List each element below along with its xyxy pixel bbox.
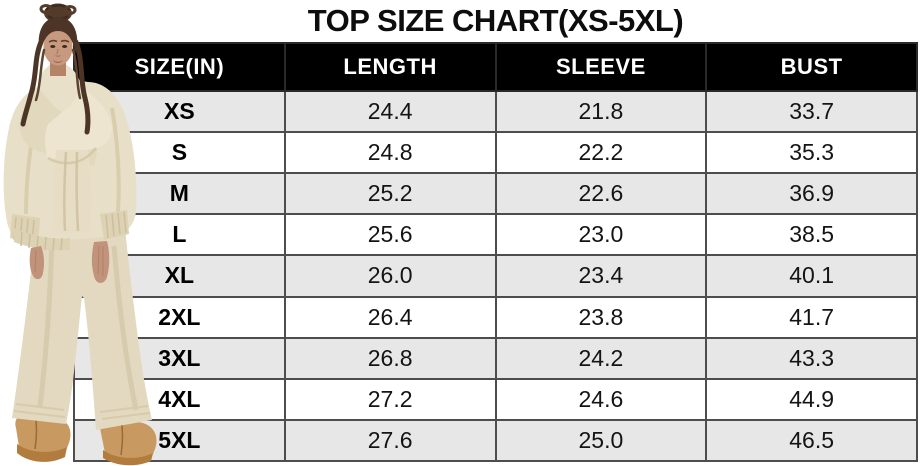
length-cell: 27.6 bbox=[283, 418, 497, 463]
table-row: XL 26.0 23.4 40.1 bbox=[73, 254, 918, 298]
table-row: L 25.6 23.0 38.5 bbox=[73, 213, 918, 257]
sleeve-cell: 23.4 bbox=[494, 254, 708, 298]
length-cell: 27.2 bbox=[283, 377, 497, 421]
column-header-size: SIZE(IN) bbox=[73, 42, 286, 92]
sleeve-cell: 24.2 bbox=[494, 336, 708, 380]
hands bbox=[29, 241, 110, 283]
model-photo bbox=[3, 3, 157, 466]
bust-cell: 41.7 bbox=[705, 295, 918, 339]
sleeve-cell: 22.2 bbox=[494, 131, 708, 175]
pants bbox=[12, 212, 152, 430]
length-cell: 24.4 bbox=[283, 89, 497, 134]
length-cell: 24.8 bbox=[283, 131, 497, 175]
sleeve-cell: 23.8 bbox=[494, 295, 708, 339]
sleeve-cell: 21.8 bbox=[494, 89, 708, 134]
column-header-length: LENGTH bbox=[283, 42, 497, 92]
bust-cell: 33.7 bbox=[705, 89, 918, 134]
sleeve-cell: 22.6 bbox=[494, 172, 708, 216]
shoes bbox=[15, 411, 157, 466]
column-header-sleeve: SLEEVE bbox=[494, 42, 708, 92]
sleeve-cell: 25.0 bbox=[494, 418, 708, 463]
sleeve-cell: 24.6 bbox=[494, 377, 708, 421]
bust-cell: 43.3 bbox=[705, 336, 918, 380]
header-row: SIZE(IN) LENGTH SLEEVE BUST bbox=[73, 42, 918, 92]
table-row: 5XL 27.6 25.0 46.5 bbox=[73, 418, 918, 463]
bust-cell: 35.3 bbox=[705, 131, 918, 175]
hair bbox=[20, 3, 91, 135]
bust-cell: 40.1 bbox=[705, 254, 918, 298]
sleeve-cell: 23.0 bbox=[494, 213, 708, 257]
bust-cell: 44.9 bbox=[705, 377, 918, 421]
length-cell: 25.6 bbox=[283, 213, 497, 257]
size-table-header: SIZE(IN) LENGTH SLEEVE BUST bbox=[73, 42, 918, 92]
bust-cell: 46.5 bbox=[705, 418, 918, 463]
length-cell: 26.8 bbox=[283, 336, 497, 380]
size-cell: L bbox=[73, 213, 286, 257]
page-title: TOP SIZE CHART(XS-5XL) bbox=[307, 3, 684, 38]
bust-cell: 36.9 bbox=[705, 172, 918, 216]
column-header-bust: BUST bbox=[705, 42, 918, 92]
length-cell: 26.4 bbox=[283, 295, 497, 339]
length-cell: 26.0 bbox=[283, 254, 497, 298]
scarf bbox=[19, 62, 112, 234]
face bbox=[43, 28, 73, 76]
length-cell: 25.2 bbox=[283, 172, 497, 216]
bust-cell: 38.5 bbox=[705, 213, 918, 257]
